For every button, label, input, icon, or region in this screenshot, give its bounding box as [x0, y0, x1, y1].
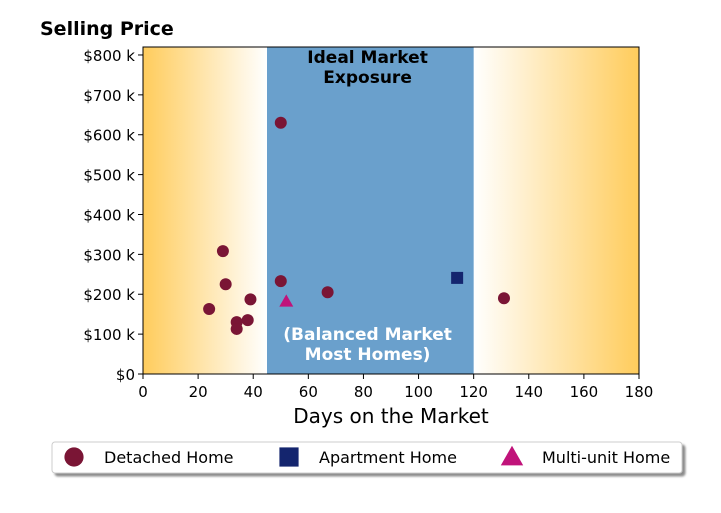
legend-marker-triangle [500, 445, 524, 466]
x-tick-label: 180 [625, 383, 654, 401]
plot-background [143, 47, 639, 374]
y-tick-label: $700 k [83, 87, 135, 105]
right-gradient-band [473, 47, 639, 374]
x-tick-label: 140 [514, 383, 543, 401]
x-tick-label: 40 [244, 383, 263, 401]
y-tick-label: $600 k [83, 127, 135, 145]
x-tick-label: 160 [570, 383, 599, 401]
y-tick-label: $0 [116, 366, 135, 384]
legend: Detached Home Apartment Home Multi-unit Ho… [51, 441, 683, 474]
detached-home-point [244, 293, 257, 306]
multi-unit-home-point [279, 294, 294, 307]
legend-marker-square [279, 447, 299, 467]
plot-frame [142, 46, 640, 375]
x-tick-label: 60 [299, 383, 318, 401]
x-axis-label: Days on the Market [293, 404, 489, 428]
annotation-text: Exposure [323, 68, 412, 88]
y-tick-label: $500 k [83, 167, 135, 185]
legend-marker-circle [64, 447, 84, 467]
legend-frame [51, 441, 683, 474]
legend-label: Detached Home [104, 448, 234, 467]
detached-home-point [203, 302, 216, 315]
legend-label: Multi-unit Home [542, 448, 670, 467]
axes: 0 20 40 60 80 100 120 140 160 180 $0 $100 k $200 k $3… [83, 46, 654, 401]
x-tick-label: 120 [459, 383, 488, 401]
detached-home-point [274, 116, 287, 129]
annotation-text: (Balanced Market [283, 325, 452, 345]
y-tick-label: $300 k [83, 246, 135, 264]
y-tick-label: $100 k [83, 326, 135, 344]
detached-home-point [216, 245, 229, 258]
apartment-home-point [451, 271, 464, 284]
x-tick-label: 100 [404, 383, 433, 401]
annotation-text: Most Homes) [305, 345, 431, 365]
x-tick-label: 80 [354, 383, 373, 401]
chart-title: Selling Price [40, 18, 174, 40]
y-tick-label: $800 k [83, 47, 135, 65]
ideal-region-band [267, 47, 474, 374]
detached-home-point [241, 314, 254, 327]
annotation-text: Ideal Market [307, 48, 428, 68]
detached-home-point [219, 278, 232, 291]
detached-home-point [230, 322, 243, 335]
x-tick-label: 0 [138, 383, 148, 401]
y-tick-label: $200 k [83, 286, 135, 304]
detached-home-point [497, 292, 510, 305]
detached-home-point [321, 286, 334, 299]
y-tick-label: $400 k [83, 206, 135, 224]
detached-home-point [274, 275, 287, 288]
data-marks [203, 116, 510, 335]
legend-label: Apartment Home [319, 448, 457, 467]
x-tick-label: 20 [189, 383, 208, 401]
